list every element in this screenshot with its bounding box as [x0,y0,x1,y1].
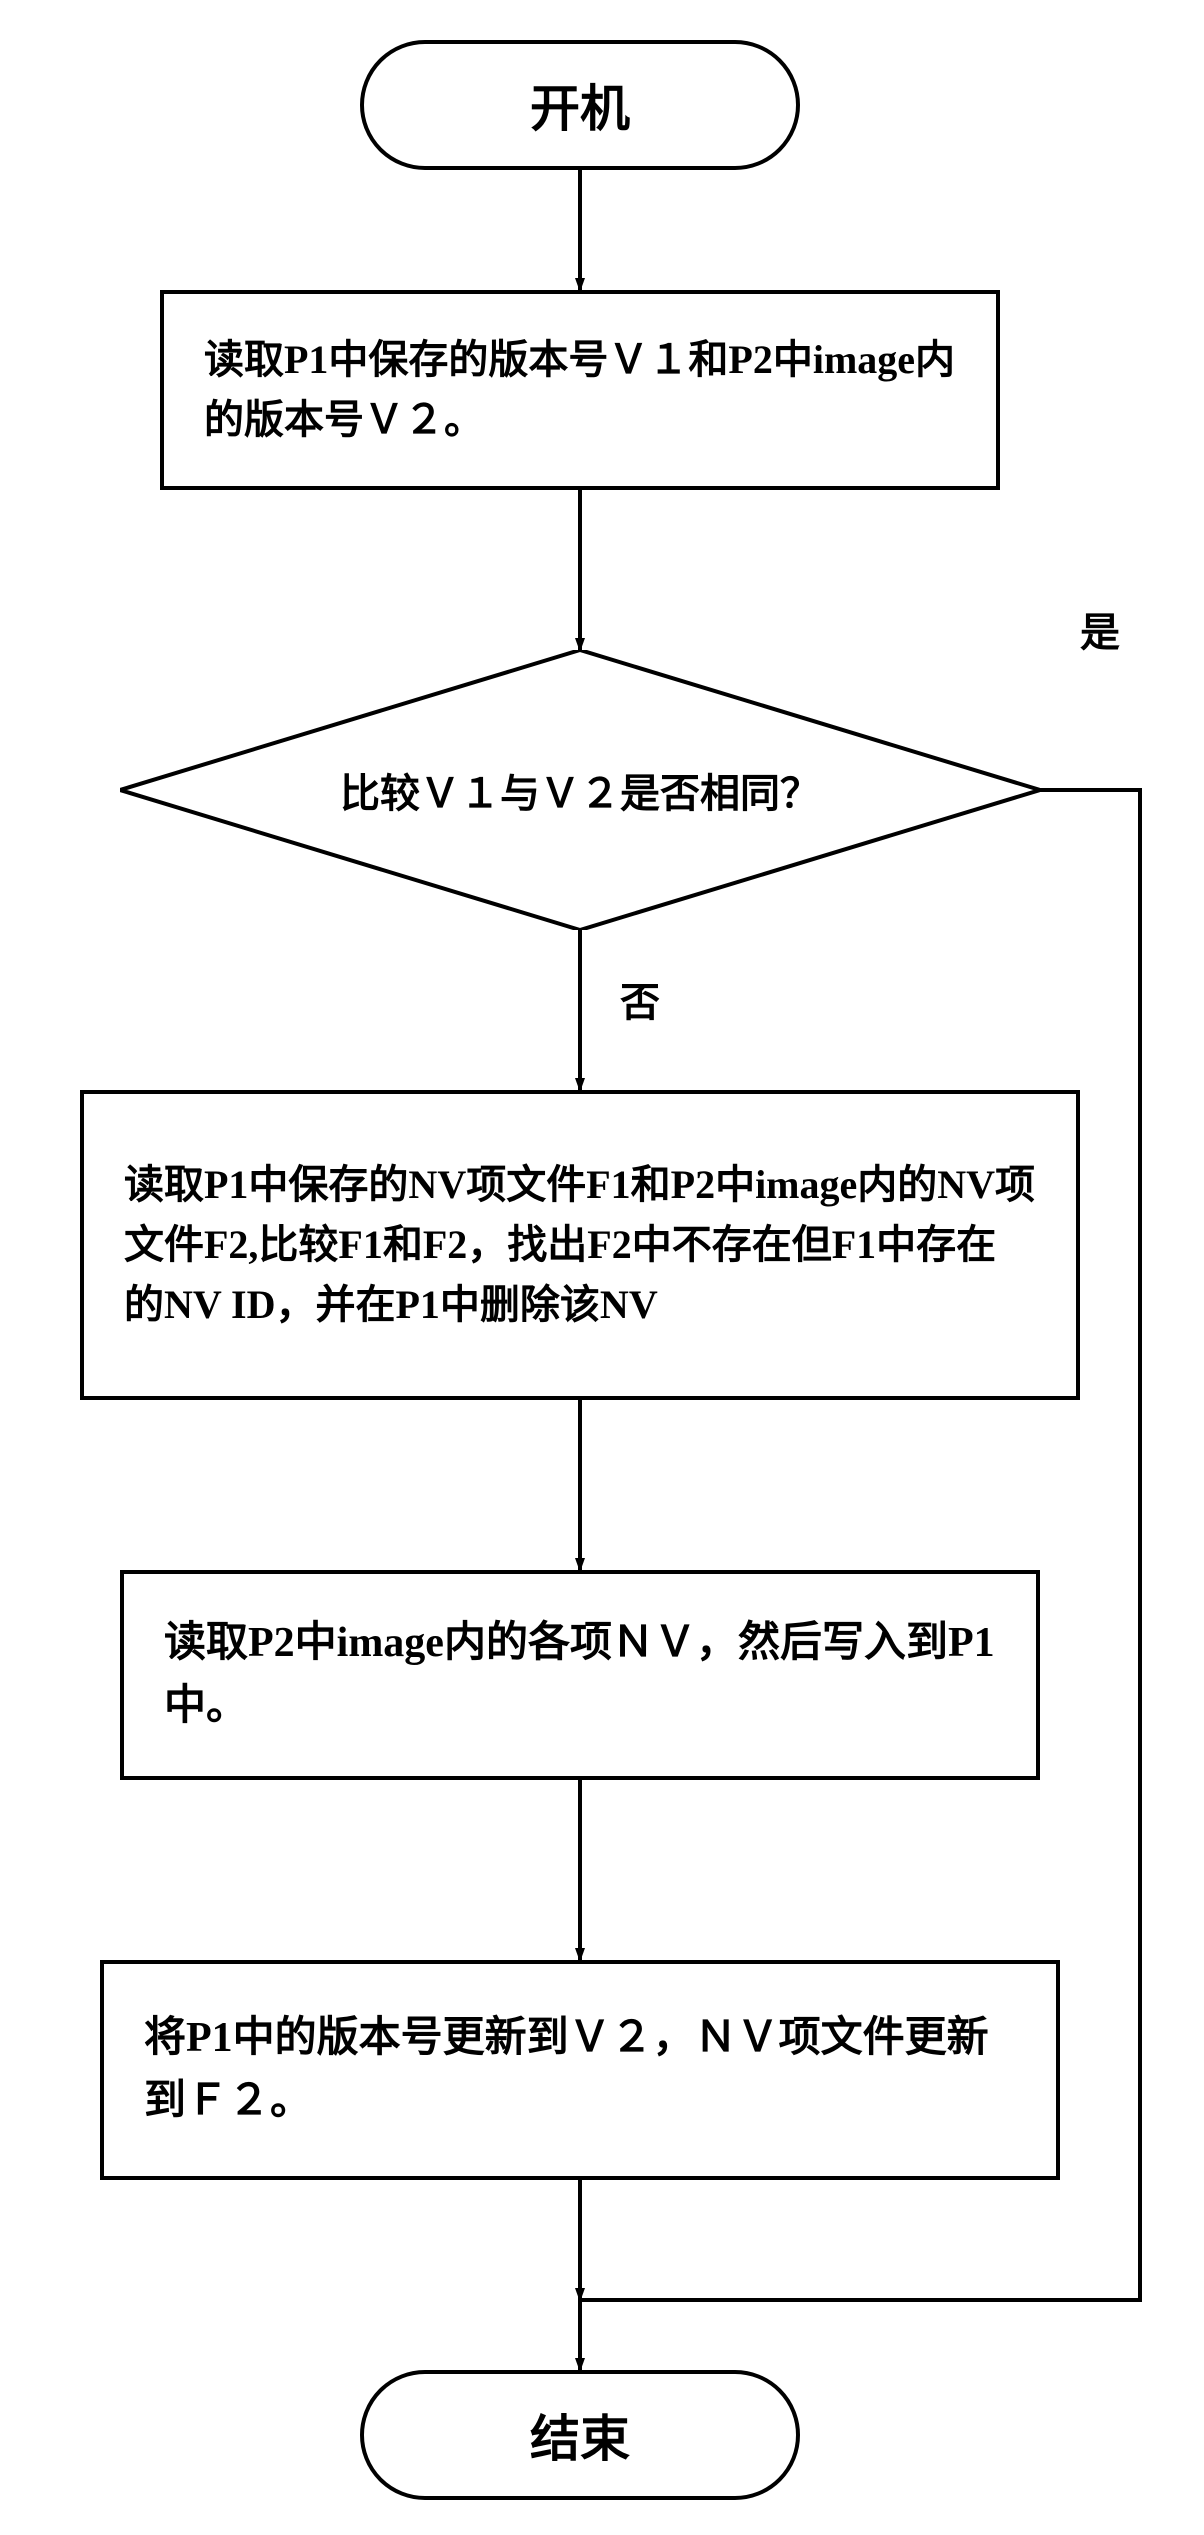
update-version-node: 将P1中的版本号更新到Ｖ２，ＮＶ项文件更新到Ｆ２。 [100,1960,1060,2180]
edge-label-yes: 是 [1080,600,1120,658]
start-node: 开机 [360,40,800,170]
read-versions-node: 读取P1中保存的版本号Ｖ１和P2中image内的版本号Ｖ２。 [160,290,1000,490]
compare-decision: 比较Ｖ１与Ｖ２是否相同？ [120,650,1040,930]
edge-label-no: 否 [620,970,660,1028]
update-version-text: 将P1中的版本号更新到Ｖ２，ＮＶ项文件更新到Ｆ２。 [144,2007,1016,2133]
end-node: 结束 [360,2370,800,2500]
write-nv-node: 读取P2中image内的各项ＮＶ，然后写入到P1中。 [120,1570,1040,1780]
compare-nv-text: 读取P1中保存的NV项文件F1和P2中image内的NV项文件F2,比较F1和F… [124,1155,1036,1335]
end-label: 结束 [530,2399,630,2471]
start-label: 开机 [530,69,630,141]
write-nv-text: 读取P2中image内的各项ＮＶ，然后写入到P1中。 [164,1612,996,1738]
read-versions-text: 读取P1中保存的版本号Ｖ１和P2中image内的版本号Ｖ２。 [204,330,956,450]
flowchart-canvas: 开机 读取P1中保存的版本号Ｖ１和P2中image内的版本号Ｖ２。 比较Ｖ１与Ｖ… [0,0,1204,2535]
compare-nv-node: 读取P1中保存的NV项文件F1和P2中image内的NV项文件F2,比较F1和F… [80,1090,1080,1400]
compare-decision-text: 比较Ｖ１与Ｖ２是否相同？ [340,761,820,819]
